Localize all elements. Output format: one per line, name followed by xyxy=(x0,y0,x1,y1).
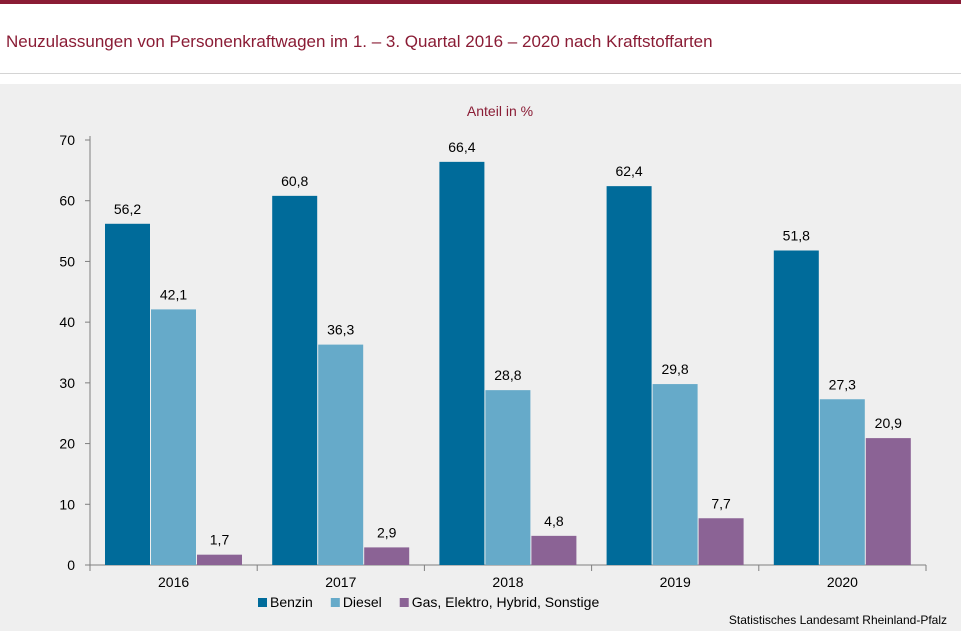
data-label: 36,3 xyxy=(327,322,354,338)
bar-benzin-2020 xyxy=(773,250,819,565)
legend-swatch xyxy=(258,598,267,607)
bar-diesel-2019 xyxy=(652,384,698,565)
legend-swatch xyxy=(399,598,409,607)
data-label: 66,4 xyxy=(448,139,475,155)
chart-bars xyxy=(105,161,911,566)
x-tick-label: 2020 xyxy=(827,574,858,590)
data-label: 62,4 xyxy=(615,163,642,179)
source-note: Statistisches Landesamt Rheinland-Pfalz xyxy=(728,613,947,627)
y-tick-label: 70 xyxy=(59,132,75,148)
chart-data-labels: 56,2 60,8 66,4 62,4 51,8 42,1 36,3 28,8 29,8 27,3… xyxy=(114,139,902,548)
data-label: 20,9 xyxy=(875,415,902,431)
chart-title: Neuzulassungen von Personenkraftwagen im… xyxy=(6,32,713,51)
data-label: 4,8 xyxy=(544,513,564,529)
y-tick-label: 20 xyxy=(59,436,75,452)
x-tick-label: 2018 xyxy=(492,574,523,590)
legend-label: Benzin xyxy=(270,594,313,610)
bar-diesel-2018 xyxy=(485,390,531,565)
y-tick-label: 40 xyxy=(59,314,75,330)
bar-benzin-2016 xyxy=(105,223,150,566)
y-tick-label: 60 xyxy=(59,193,75,209)
legend-swatch xyxy=(330,598,340,607)
data-label: 7,7 xyxy=(711,495,731,511)
y-tick-label: 50 xyxy=(59,253,75,269)
data-label: 42,1 xyxy=(160,286,187,302)
data-label: 27,3 xyxy=(829,376,856,392)
x-tick-label: 2017 xyxy=(325,574,356,590)
bar-benzin-2017 xyxy=(272,195,318,565)
header-divider xyxy=(0,73,961,74)
bar-gas-2016 xyxy=(197,554,242,565)
data-label: 56,2 xyxy=(114,201,141,217)
unit-label: Anteil in % xyxy=(467,103,533,119)
bar-benzin-2019 xyxy=(606,186,652,565)
bar-gas-2017 xyxy=(364,547,410,565)
legend-label: Gas, Elektro, Hybrid, Sonstige xyxy=(412,594,600,610)
top-accent-bar xyxy=(0,0,961,4)
bar-gas-2019 xyxy=(698,518,744,565)
bar-diesel-2016 xyxy=(151,309,196,565)
legend-label: Diesel xyxy=(343,594,382,610)
y-tick-label: 0 xyxy=(67,557,75,573)
bar-benzin-2018 xyxy=(439,161,485,565)
bar-gas-2020 xyxy=(865,438,911,565)
data-label: 51,8 xyxy=(783,228,810,244)
bar-gas-2018 xyxy=(531,535,577,565)
data-label: 1,7 xyxy=(210,532,230,548)
data-label: 2,9 xyxy=(377,524,397,540)
data-label: 29,8 xyxy=(661,361,688,377)
bar-diesel-2020 xyxy=(819,399,865,565)
y-tick-label: 10 xyxy=(59,496,75,512)
bar-diesel-2017 xyxy=(318,344,364,565)
y-tick-label: 30 xyxy=(59,375,75,391)
data-label: 28,8 xyxy=(494,367,521,383)
data-label: 60,8 xyxy=(281,173,308,189)
chart-axes: Anteil in % 0 10 20 30 40 50 60 70 2016 2017 2018 20… xyxy=(59,103,927,590)
chart-legend: Benzin Diesel Gas, Elektro, Hybrid, Sonsti… xyxy=(258,594,599,610)
x-tick-label: 2016 xyxy=(158,574,189,590)
x-tick-label: 2019 xyxy=(660,574,691,590)
